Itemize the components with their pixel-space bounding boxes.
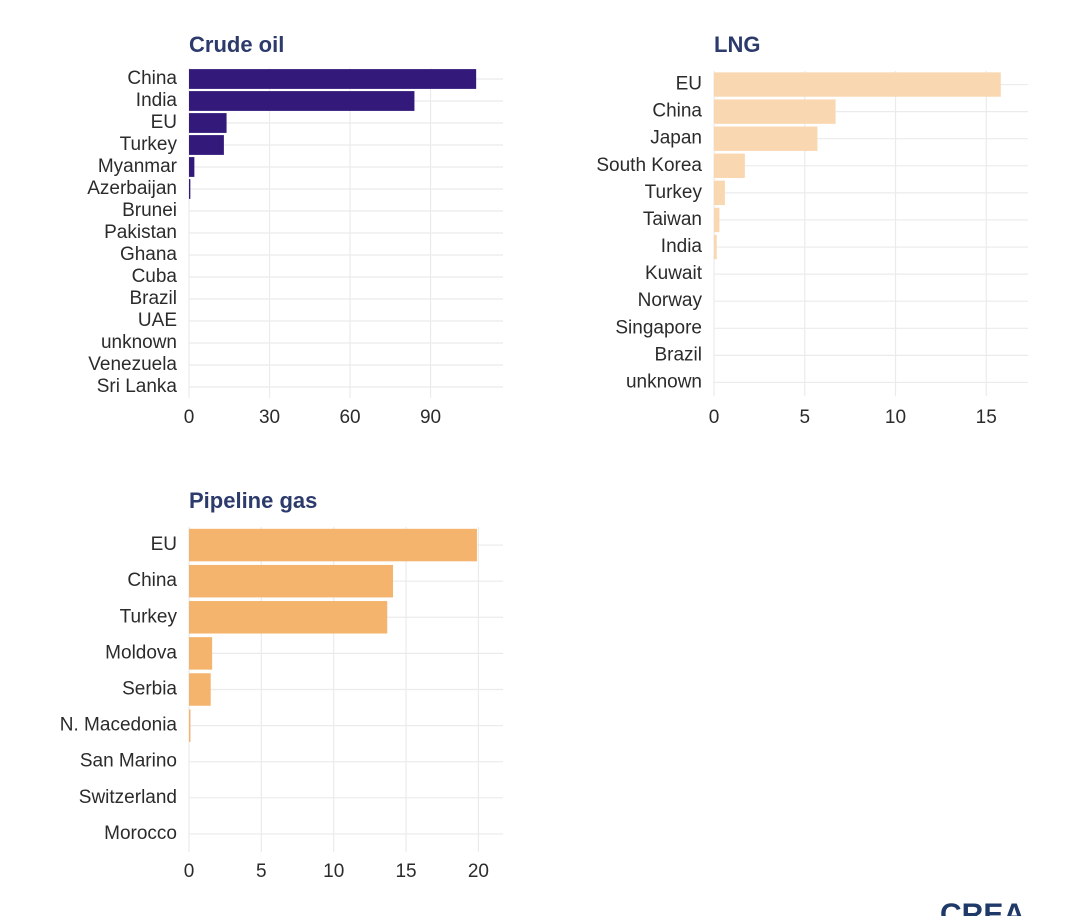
y-tick-label: Azerbaijan: [87, 178, 177, 199]
bar: [189, 709, 191, 742]
bar: [714, 126, 818, 151]
bar: [189, 673, 211, 706]
y-tick-label: Venezuela: [88, 354, 177, 375]
y-tick-label: Pakistan: [104, 222, 177, 243]
bar: [189, 528, 477, 562]
y-tick-label: UAE: [138, 310, 177, 331]
bar: [189, 157, 195, 177]
y-tick-label: China: [127, 68, 177, 89]
bar: [189, 113, 227, 133]
bar: [189, 69, 477, 89]
y-tick-label: EU: [151, 534, 177, 555]
x-tick-label: 20: [468, 861, 489, 882]
y-tick-label: India: [136, 90, 178, 111]
y-tick-label: EU: [676, 74, 702, 95]
y-tick-label: Turkey: [120, 134, 178, 155]
bar: [714, 234, 717, 260]
bar: [714, 153, 745, 178]
chart-title: Crude oil: [189, 32, 284, 57]
y-tick-label: China: [652, 101, 702, 122]
y-tick-label: Turkey: [645, 182, 703, 203]
y-tick-label: Morocco: [104, 823, 177, 844]
bar: [189, 637, 213, 670]
y-tick-label: Myanmar: [98, 156, 178, 177]
y-tick-label: Cuba: [132, 266, 178, 287]
y-tick-label: China: [127, 570, 177, 591]
y-tick-label: Kuwait: [645, 263, 703, 284]
x-tick-label: 15: [976, 407, 997, 428]
x-tick-label: 5: [256, 861, 267, 882]
y-tick-label: Taiwan: [643, 209, 702, 230]
y-tick-label: Brazil: [129, 288, 177, 309]
y-tick-label: Singapore: [615, 317, 702, 338]
y-tick-label: India: [661, 236, 703, 257]
bar: [714, 180, 725, 206]
logo: CREA: [940, 898, 1025, 916]
y-tick-label: San Marino: [80, 751, 177, 772]
bar: [189, 564, 394, 598]
y-tick-label: Japan: [650, 128, 702, 149]
bar: [189, 135, 224, 155]
x-tick-label: 0: [709, 407, 720, 428]
x-tick-label: 15: [395, 861, 416, 882]
x-tick-label: 5: [799, 407, 810, 428]
bar: [714, 72, 1001, 97]
y-tick-label: Switzerland: [79, 787, 177, 808]
y-tick-label: unknown: [101, 332, 177, 353]
y-tick-label: Sri Lanka: [97, 376, 178, 397]
x-tick-label: 0: [184, 861, 195, 882]
bar: [189, 601, 388, 634]
chart-title: Pipeline gas: [189, 488, 317, 513]
bar: [189, 91, 415, 111]
bar: [714, 99, 836, 124]
x-tick-label: 10: [885, 407, 906, 428]
y-tick-label: Brunei: [122, 200, 177, 221]
x-tick-label: 60: [339, 407, 360, 428]
bar: [189, 179, 191, 199]
y-tick-label: Brazil: [654, 344, 702, 365]
y-tick-label: Turkey: [120, 606, 178, 627]
y-tick-label: Ghana: [120, 244, 177, 265]
y-tick-label: N. Macedonia: [60, 715, 178, 736]
y-tick-label: unknown: [626, 371, 702, 392]
y-tick-label: Serbia: [122, 679, 177, 700]
y-tick-label: EU: [151, 112, 177, 133]
y-tick-label: Norway: [638, 290, 703, 311]
x-tick-label: 30: [259, 407, 280, 428]
x-tick-label: 0: [184, 407, 195, 428]
x-tick-label: 10: [323, 861, 344, 882]
chart-title: LNG: [714, 32, 760, 57]
y-tick-label: Moldova: [105, 642, 177, 663]
y-tick-label: South Korea: [596, 155, 702, 176]
x-tick-label: 90: [420, 407, 441, 428]
bar: [714, 207, 720, 233]
